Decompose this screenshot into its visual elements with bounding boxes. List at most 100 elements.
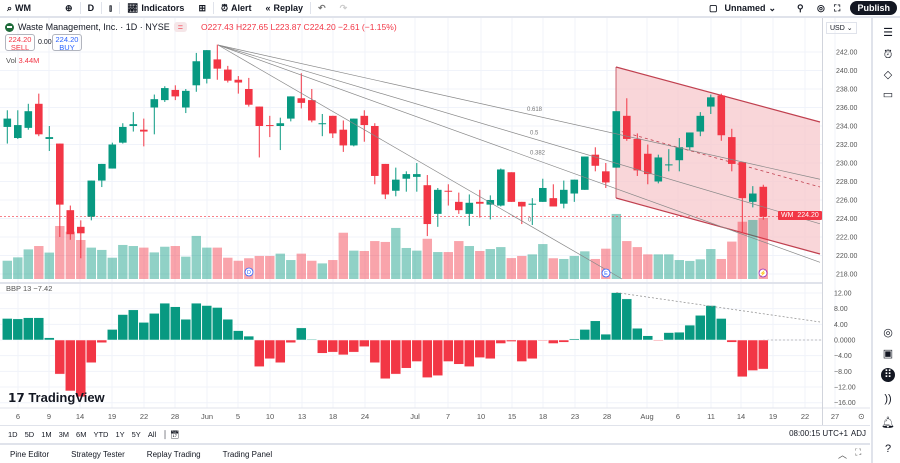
range-button-6m[interactable]: 6M	[76, 429, 87, 439]
help-icon[interactable]: ?	[884, 443, 892, 455]
candle-body	[434, 189, 442, 214]
date-range-icon[interactable]: │ 📅︎	[163, 429, 180, 439]
volume-bar	[664, 254, 674, 279]
range-button-3m[interactable]: 3M	[58, 429, 70, 439]
range-button-1m[interactable]: 1M	[41, 429, 52, 439]
volume-bar	[349, 250, 359, 279]
ohlc-values: O227.43 H227.65 L223.87 C224.20 −2.61 (−…	[201, 22, 397, 32]
candle-body	[35, 103, 43, 135]
target-icon[interactable]: ◎	[883, 327, 893, 339]
volume-bar	[422, 238, 432, 279]
alarm-icon: ⏰︎	[220, 2, 229, 13]
range-button-1d[interactable]: 1D	[8, 429, 18, 439]
candle-body	[623, 115, 631, 139]
price-tick-label: 232.00	[836, 142, 858, 149]
time-tick-label: 22	[801, 412, 809, 421]
signal-icon[interactable]: ))	[884, 393, 892, 405]
candle-body	[654, 157, 663, 182]
volume-bar	[454, 241, 464, 279]
replay-button[interactable]: «Replay	[259, 0, 311, 17]
range-bar: 1D 5D 1M 3M 6M YTD 1Y 5Y All │ 📅︎	[0, 425, 870, 442]
watchlist-icon[interactable]: ☰	[883, 27, 893, 39]
bbp-bar	[327, 339, 339, 353]
layout-menu[interactable]: ▢ Unnamed ⌄	[702, 0, 783, 17]
time-tick-label: 18	[539, 412, 547, 421]
bbp-bar	[611, 292, 622, 341]
apps-icon[interactable]: ⠿	[881, 368, 895, 382]
range-button-ytd[interactable]: YTD	[93, 429, 109, 439]
undo-button[interactable]: ↶	[318, 2, 326, 13]
range-button-all[interactable]: All	[147, 429, 157, 439]
candle-body	[203, 50, 211, 79]
tab-strategy-tester[interactable]: Strategy Tester	[71, 449, 125, 459]
chart-type-button[interactable]: ⫾	[102, 0, 119, 17]
event-marker-earnings	[601, 268, 611, 278]
volume-bar	[202, 247, 212, 279]
tab-replay-trading[interactable]: Replay Trading	[146, 449, 201, 459]
volume-bar	[737, 221, 747, 279]
maximize-panel-icon[interactable]: ⛶	[855, 447, 862, 457]
templates-button[interactable]: ⊞	[191, 0, 213, 17]
volume-bar	[181, 256, 191, 279]
time-tick-label: 24	[361, 412, 369, 421]
candle-body	[759, 186, 768, 217]
collapse-panel-icon[interactable]: ︿	[838, 450, 848, 460]
candle-body	[350, 118, 358, 146]
bbp-tick-label: 0.0000	[834, 338, 856, 345]
bbp-tick-label: 4.00	[834, 322, 848, 329]
candle-body	[66, 210, 75, 235]
interval-button[interactable]: D	[87, 3, 95, 13]
time-axis-settings-icon: ⊙	[858, 412, 865, 421]
buy-button[interactable]: 224.20 BUY	[52, 34, 82, 52]
tab-trading-panel[interactable]: Trading Panel	[222, 449, 273, 459]
fullscreen-button[interactable]: ⛶	[834, 2, 841, 13]
range-button-5d[interactable]: 5D	[24, 429, 35, 439]
brand-label: TradingView	[28, 390, 105, 405]
chat-icon[interactable]: ▭	[882, 89, 894, 101]
compare-button[interactable]: ⊕	[58, 0, 80, 17]
bbp-bar	[348, 339, 360, 353]
symbol-title[interactable]: Waste Management, Inc. · 1D · NYSE	[18, 22, 170, 32]
settings-button[interactable]: ◎	[817, 2, 825, 13]
range-button-1y[interactable]: 1Y	[115, 429, 125, 439]
bbp-bar	[338, 339, 349, 356]
candle-body	[182, 90, 190, 108]
indicators-button[interactable]: 📈︎ Indicators	[120, 0, 191, 17]
fib-fan-line	[217, 44, 623, 280]
range-button-5y[interactable]: 5Y	[131, 429, 141, 439]
alert-button[interactable]: ⏰︎ Alert	[214, 0, 259, 17]
volume-bar	[716, 258, 726, 279]
tab-pine-editor[interactable]: Pine Editor	[10, 449, 50, 459]
currency-selector[interactable]: USD ⌄	[826, 22, 857, 34]
volume-bar	[580, 251, 590, 279]
candle-body	[140, 129, 148, 132]
volume-bar	[97, 249, 107, 279]
price-axis[interactable]: USD ⌄	[822, 18, 870, 425]
visibility-toggle[interactable]: =	[173, 22, 187, 32]
clock[interactable]: 08:00:15 UTC+1	[789, 429, 848, 438]
candle-body	[87, 180, 96, 217]
candle-body	[507, 172, 516, 202]
event-marker-dividend	[244, 267, 254, 277]
candle-body	[161, 88, 169, 101]
bbp-bar	[600, 333, 612, 341]
sell-button[interactable]: 224.20 SELL	[5, 34, 35, 52]
time-tick-label: 15	[508, 412, 516, 421]
bbp-bar	[642, 335, 654, 341]
redo-button[interactable]: ↷	[339, 2, 348, 13]
alarm-clock-icon[interactable]: ⏰︎	[883, 49, 893, 61]
price-tick-label: 220.00	[836, 253, 858, 260]
calendar-icon[interactable]: ▣	[882, 348, 894, 360]
symbol-search[interactable]: ⌕ WM	[0, 0, 38, 17]
price-tick-label: 222.00	[836, 235, 858, 242]
adjust-toggle[interactable]: ADJ	[850, 429, 866, 438]
quick-search-button[interactable]: ⚲	[797, 2, 804, 13]
layers-icon[interactable]: ◇	[883, 69, 893, 81]
bell-icon[interactable]: 🔔︎	[881, 417, 895, 429]
channel-upper-line	[615, 66, 821, 123]
volume-bar	[34, 246, 44, 279]
bbp-bar	[23, 317, 34, 341]
publish-button[interactable]: Publish	[850, 1, 897, 15]
candle-body	[371, 126, 379, 176]
